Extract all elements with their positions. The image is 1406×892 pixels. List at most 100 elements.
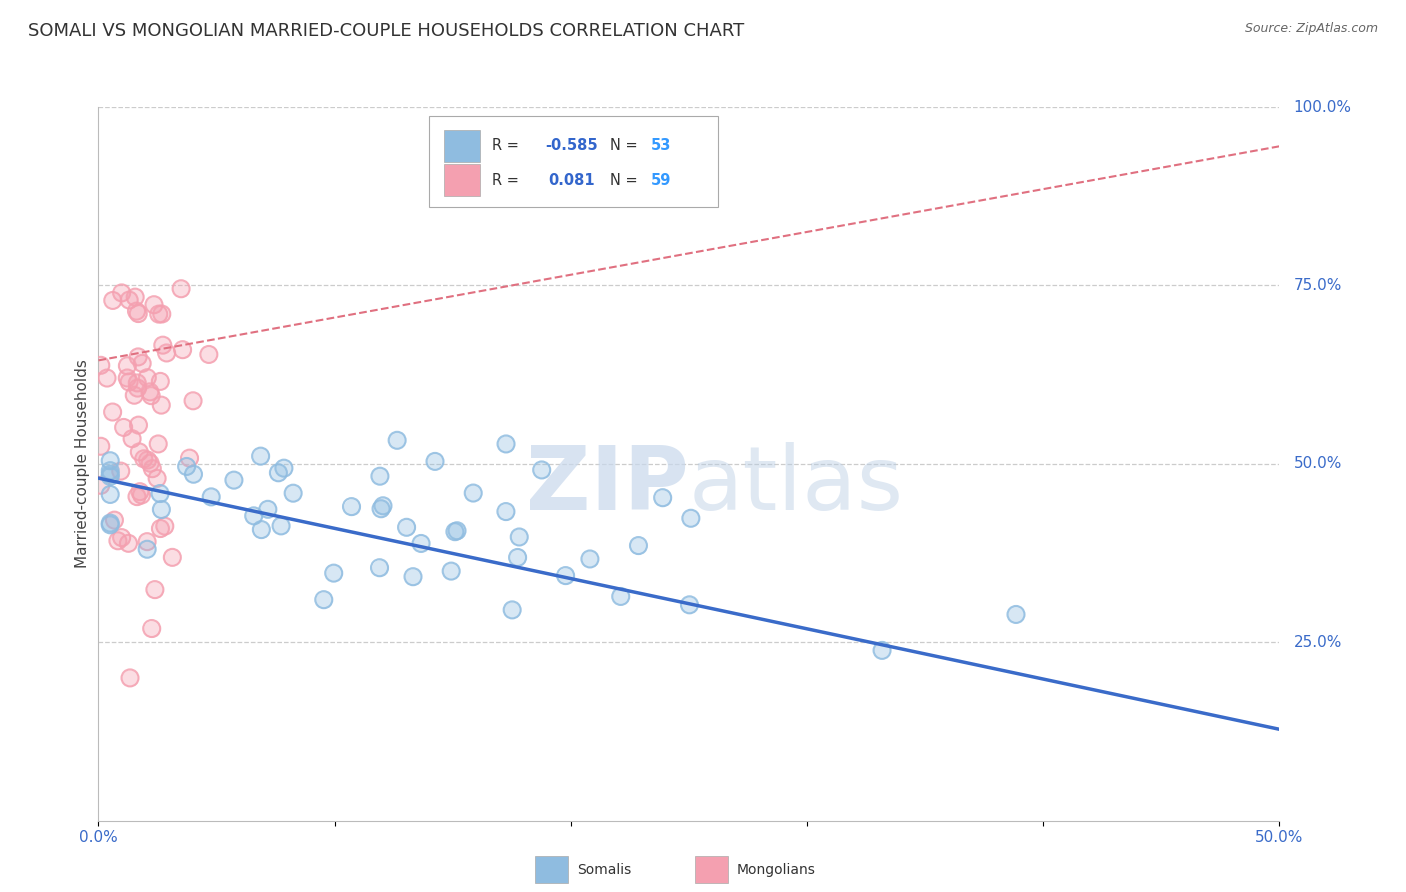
- Text: R =: R =: [492, 138, 523, 153]
- Point: [179, 451, 201, 466]
- Point: [141, 622, 163, 636]
- Point: [554, 568, 576, 582]
- Point: [149, 375, 172, 389]
- Point: [176, 459, 198, 474]
- Point: [118, 375, 141, 389]
- Point: [370, 501, 392, 516]
- Point: [200, 490, 222, 504]
- Point: [495, 505, 517, 519]
- Point: [115, 371, 138, 385]
- Point: [270, 519, 292, 533]
- Point: [152, 338, 174, 352]
- Point: [183, 467, 205, 482]
- Point: [143, 298, 166, 312]
- Point: [149, 522, 172, 536]
- Point: [127, 307, 149, 321]
- Point: [249, 449, 271, 463]
- Point: [141, 389, 163, 403]
- Point: [103, 513, 125, 527]
- Point: [283, 486, 305, 500]
- Point: [222, 473, 245, 487]
- Point: [340, 500, 363, 514]
- Point: [111, 285, 134, 300]
- FancyBboxPatch shape: [536, 856, 568, 883]
- Point: [143, 582, 166, 597]
- Point: [139, 456, 162, 470]
- Point: [131, 488, 153, 502]
- Point: [111, 285, 134, 300]
- Point: [270, 519, 292, 533]
- Point: [312, 592, 335, 607]
- Text: Source: ZipAtlas.com: Source: ZipAtlas.com: [1244, 22, 1378, 36]
- Point: [148, 307, 170, 321]
- Point: [198, 347, 221, 361]
- Point: [124, 388, 146, 402]
- Point: [530, 463, 553, 477]
- Point: [98, 469, 121, 483]
- Point: [678, 598, 700, 612]
- Point: [150, 398, 173, 412]
- Point: [423, 454, 446, 468]
- Point: [110, 464, 132, 478]
- Point: [128, 418, 150, 433]
- Point: [132, 451, 155, 466]
- Point: [136, 542, 159, 557]
- Text: 50.0%: 50.0%: [1294, 457, 1341, 471]
- Point: [118, 375, 141, 389]
- Point: [121, 432, 143, 446]
- Point: [242, 508, 264, 523]
- Point: [125, 304, 148, 318]
- Point: [128, 445, 150, 459]
- FancyBboxPatch shape: [444, 164, 479, 196]
- Point: [870, 643, 893, 657]
- Point: [679, 511, 702, 525]
- Point: [143, 582, 166, 597]
- Point: [150, 398, 173, 412]
- Point: [678, 598, 700, 612]
- Point: [273, 461, 295, 475]
- Point: [127, 350, 149, 364]
- Point: [148, 307, 170, 321]
- Point: [124, 388, 146, 402]
- Point: [125, 304, 148, 318]
- Point: [136, 453, 159, 467]
- Point: [131, 356, 153, 370]
- Point: [267, 466, 290, 480]
- Point: [101, 293, 124, 308]
- Point: [117, 536, 139, 550]
- Text: ZIP: ZIP: [526, 442, 689, 529]
- Point: [181, 393, 204, 408]
- Point: [136, 542, 159, 557]
- Point: [679, 511, 702, 525]
- Point: [136, 534, 159, 549]
- Point: [273, 461, 295, 475]
- Point: [250, 523, 273, 537]
- Point: [444, 524, 467, 539]
- Point: [501, 603, 523, 617]
- Point: [446, 524, 468, 538]
- Point: [150, 307, 173, 321]
- Point: [98, 516, 121, 530]
- Text: -0.585: -0.585: [546, 138, 598, 153]
- Point: [250, 523, 273, 537]
- Point: [651, 491, 673, 505]
- Point: [131, 488, 153, 502]
- Text: N =: N =: [610, 138, 643, 153]
- Point: [368, 469, 391, 483]
- Point: [172, 343, 194, 357]
- Point: [409, 536, 432, 550]
- Point: [423, 454, 446, 468]
- Y-axis label: Married-couple Households: Married-couple Households: [75, 359, 90, 568]
- Text: 25.0%: 25.0%: [1294, 635, 1341, 649]
- Point: [139, 456, 162, 470]
- Point: [506, 550, 529, 565]
- Point: [409, 536, 432, 550]
- Point: [322, 566, 344, 581]
- Point: [90, 359, 112, 373]
- FancyBboxPatch shape: [444, 130, 479, 162]
- Point: [870, 643, 893, 657]
- Point: [150, 307, 173, 321]
- Text: atlas: atlas: [689, 442, 904, 529]
- Text: 59: 59: [651, 173, 672, 187]
- Point: [153, 519, 176, 533]
